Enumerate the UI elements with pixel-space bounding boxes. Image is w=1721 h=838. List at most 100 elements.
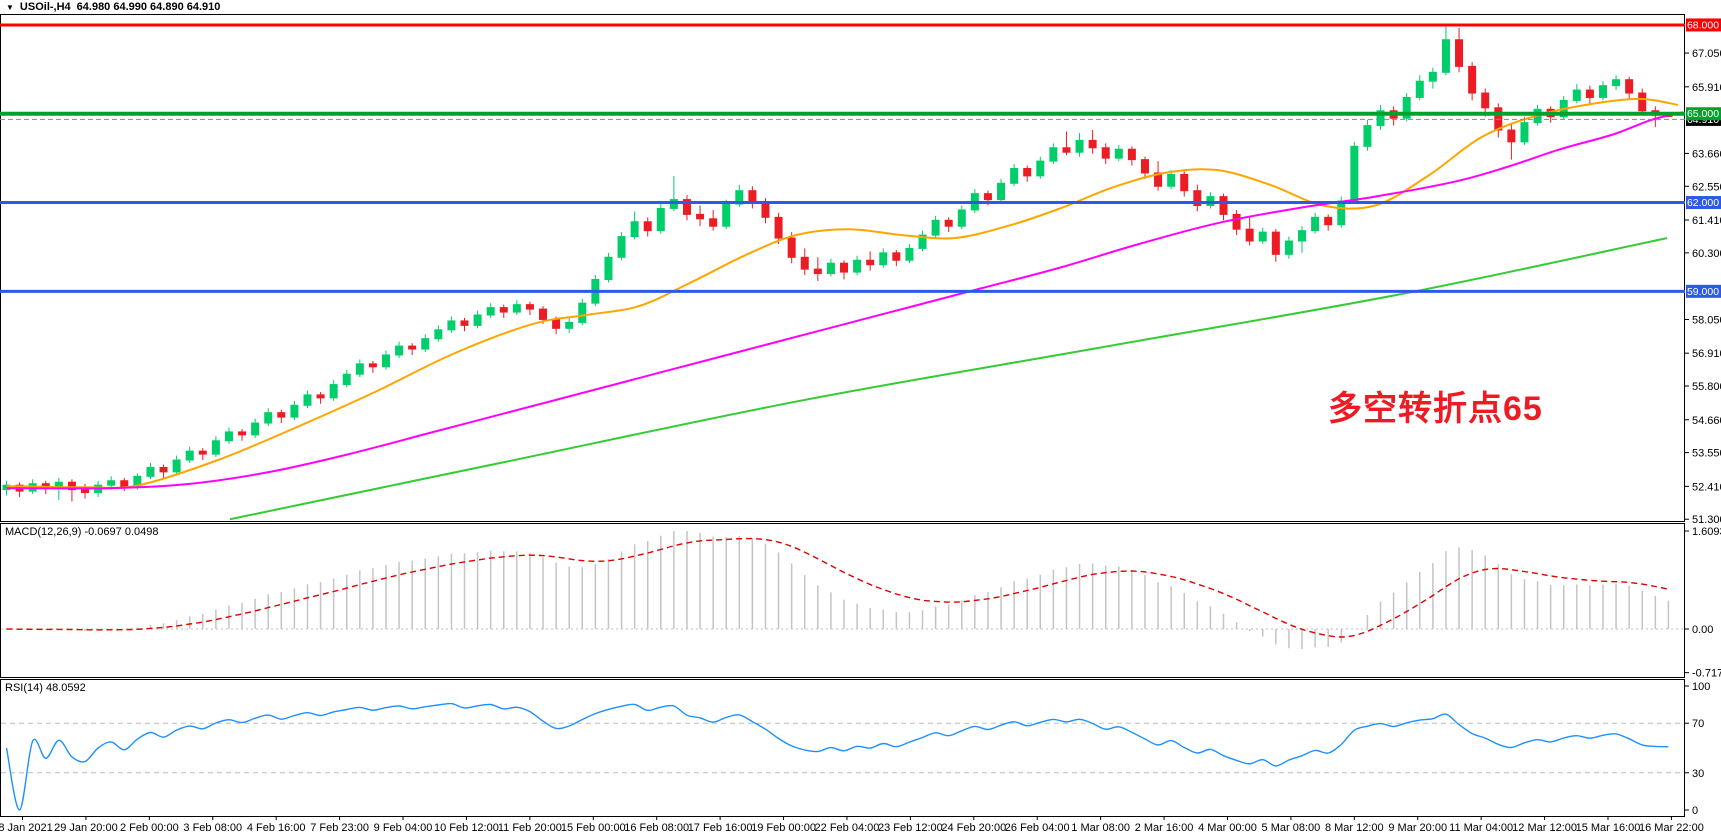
candle-body bbox=[107, 480, 116, 486]
time-label: 22 Feb 04:00 bbox=[815, 822, 880, 834]
candle-body bbox=[1193, 190, 1202, 206]
level-badge-label: 62.000 bbox=[1687, 197, 1719, 209]
candle-body bbox=[1245, 228, 1254, 242]
candle-body bbox=[813, 268, 822, 275]
candle-body bbox=[1271, 231, 1280, 255]
candle-body bbox=[1402, 96, 1411, 119]
candle-body bbox=[434, 329, 443, 340]
candle-body bbox=[840, 262, 848, 273]
candle-body bbox=[1127, 148, 1136, 161]
time-label: 1 Mar 08:00 bbox=[1071, 822, 1130, 834]
macd-panel bbox=[0, 523, 1685, 678]
candle-body bbox=[983, 193, 992, 201]
candle-body bbox=[997, 182, 1006, 201]
time-label: 12 Mar 12:00 bbox=[1512, 822, 1577, 834]
symbol-period-label: USOil-,H4 bbox=[19, 1, 71, 13]
time-label: 4 Feb 16:00 bbox=[247, 822, 306, 834]
candle-body bbox=[395, 345, 404, 356]
candle-body bbox=[604, 256, 613, 280]
time-label: 11 Feb 20:00 bbox=[498, 822, 562, 834]
candle-body bbox=[905, 247, 914, 261]
candle-body bbox=[1625, 79, 1634, 94]
time-label: 24 Feb 20:00 bbox=[941, 822, 1006, 834]
candle-body bbox=[826, 262, 835, 275]
candle-body bbox=[761, 202, 770, 218]
candle-body bbox=[120, 480, 129, 488]
candle-body bbox=[682, 199, 691, 215]
candle-body bbox=[525, 304, 534, 310]
candle-body bbox=[264, 412, 273, 424]
candle-body bbox=[1468, 65, 1477, 94]
candle-body bbox=[787, 237, 796, 258]
candle-body bbox=[1376, 110, 1385, 127]
candle-body bbox=[67, 481, 76, 491]
candle-body bbox=[172, 459, 181, 473]
candle-body bbox=[578, 302, 587, 323]
level-badge-68.000 bbox=[1686, 18, 1721, 32]
level-badge-65.000 bbox=[1686, 107, 1721, 121]
candle-body bbox=[1585, 89, 1594, 98]
candle-body bbox=[1284, 240, 1293, 255]
macd-axis-label: -0.7172 bbox=[1692, 668, 1721, 680]
candle-body bbox=[1598, 85, 1607, 98]
candle-body bbox=[1049, 147, 1058, 162]
time-label: 8 Mar 12:00 bbox=[1325, 822, 1384, 834]
candle-body bbox=[499, 307, 508, 313]
time-label: 16 Feb 08:00 bbox=[624, 822, 689, 834]
time-label: 11 Mar 04:00 bbox=[1449, 822, 1513, 834]
candle-body bbox=[1337, 200, 1346, 226]
candle-body bbox=[1023, 167, 1032, 177]
candle-body bbox=[565, 321, 574, 329]
time-label: 16 Mar 22:00 bbox=[1639, 822, 1704, 834]
candle-body bbox=[512, 304, 521, 313]
time-label: 15 Feb 00:00 bbox=[561, 822, 626, 834]
candle-body bbox=[381, 354, 390, 368]
candle-body bbox=[303, 394, 312, 406]
candle-body bbox=[1455, 39, 1464, 67]
rsi-axis-label: 100 bbox=[1692, 681, 1710, 693]
candle-body bbox=[460, 320, 469, 326]
candle-body bbox=[1062, 147, 1071, 153]
candle-body bbox=[198, 450, 207, 455]
level-badge-59.000 bbox=[1686, 284, 1721, 298]
ma-fast-orange bbox=[6, 97, 1679, 489]
macd-indicator-label: MACD(12,26,9) -0.0697 0.0498 bbox=[5, 526, 159, 538]
time-label: 4 Mar 00:00 bbox=[1198, 822, 1257, 834]
macd-axis-label: 0.00 bbox=[1692, 624, 1713, 636]
rsi-line bbox=[5, 702, 1669, 811]
chevron-down-icon[interactable]: ▼ bbox=[6, 2, 14, 12]
price-tick-label: 51.300 bbox=[1692, 514, 1721, 526]
candle-body bbox=[290, 404, 299, 418]
candle-body bbox=[1075, 139, 1084, 153]
ohlc-values: 64.980 64.990 64.890 64.910 bbox=[76, 1, 221, 13]
candle-body bbox=[1298, 230, 1307, 242]
candle-body bbox=[722, 203, 731, 227]
candle-body bbox=[329, 384, 338, 399]
candle-body bbox=[1363, 125, 1372, 147]
candle-body bbox=[185, 450, 194, 461]
time-label: 9 Feb 04:00 bbox=[374, 822, 433, 834]
candle-body bbox=[957, 209, 966, 227]
candle-body bbox=[211, 440, 220, 455]
rsi-axis-label: 0 bbox=[1692, 805, 1698, 817]
candle-body bbox=[251, 422, 260, 436]
candle-body bbox=[277, 412, 286, 418]
macd-histogram bbox=[18, 530, 1670, 650]
annotation-text: 多空转折点65 bbox=[1328, 390, 1543, 428]
rsi-panel bbox=[0, 679, 1685, 817]
candle-body bbox=[656, 207, 665, 232]
level-badge-62.000 bbox=[1686, 196, 1721, 210]
candle-body bbox=[1441, 39, 1450, 73]
candle-body bbox=[355, 363, 364, 375]
candle-body bbox=[552, 318, 561, 329]
rsi-indicator-label: RSI(14) 48.0592 bbox=[5, 682, 86, 694]
candle-body bbox=[1311, 216, 1320, 232]
candle-body bbox=[1167, 173, 1176, 187]
candle-body bbox=[630, 221, 639, 238]
time-label: 7 Feb 23:00 bbox=[310, 822, 369, 834]
candle-body bbox=[1101, 147, 1110, 159]
candle-body bbox=[1507, 129, 1516, 143]
candle-body bbox=[1324, 216, 1333, 226]
